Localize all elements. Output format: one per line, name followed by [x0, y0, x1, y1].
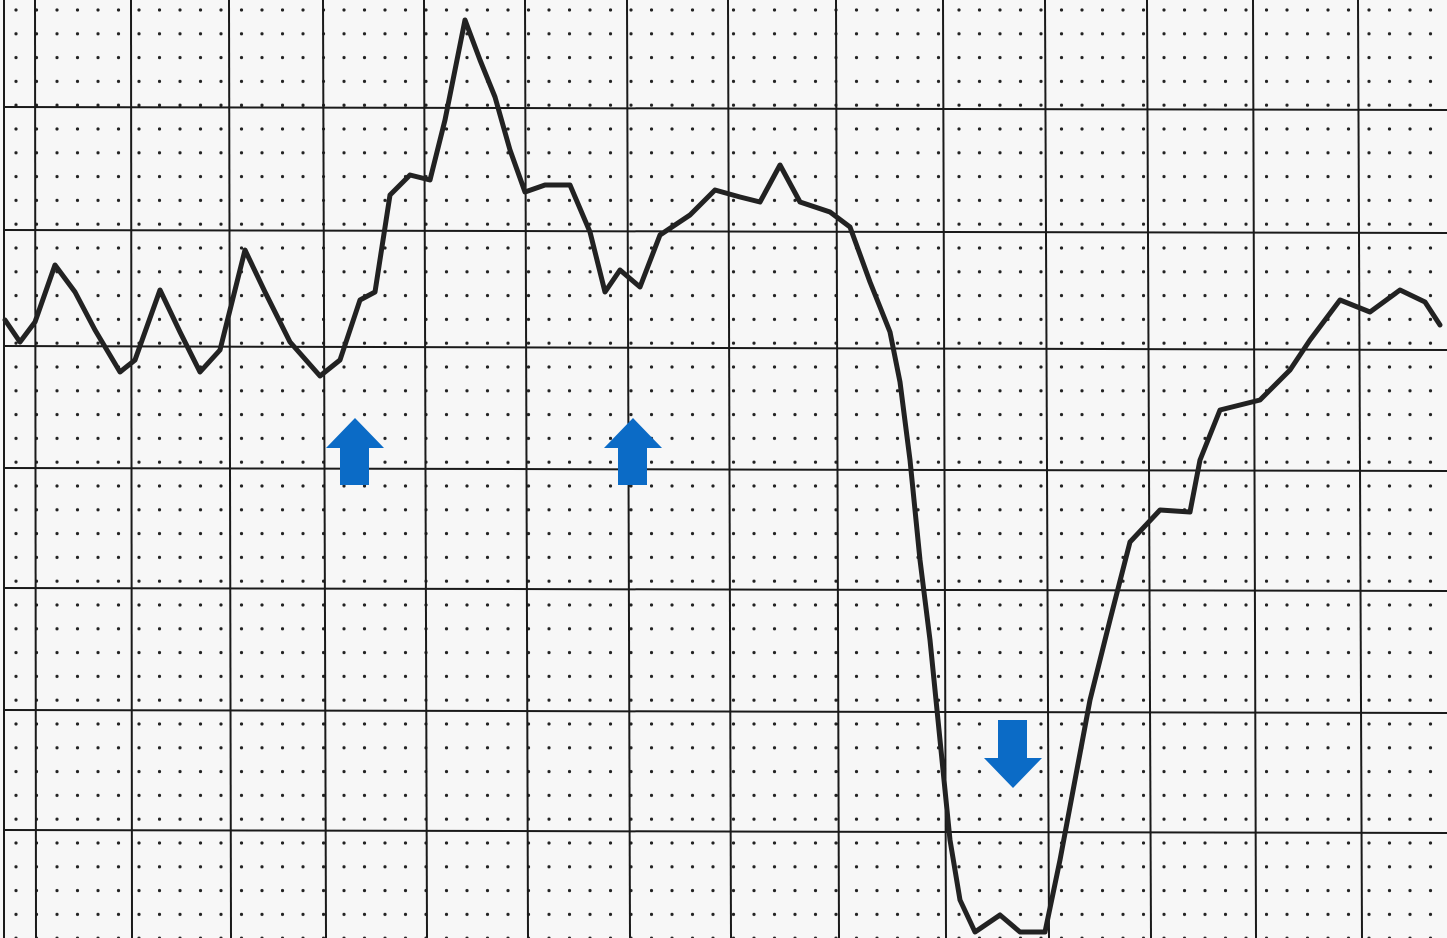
grid-line [1044, 0, 1050, 938]
grid-line [3, 229, 1447, 234]
down-arrow [984, 720, 1042, 788]
trace [2, 17, 1443, 935]
grid-line [1357, 0, 1363, 938]
grid-line [3, 467, 1447, 472]
grid-line [1252, 0, 1257, 938]
grid-line [3, 345, 1447, 351]
grid-line [3, 587, 1447, 592]
up-arrow [604, 418, 662, 485]
arrows [326, 418, 1042, 788]
grid-line [3, 829, 1447, 834]
up-arrow [326, 418, 384, 485]
grid-line [3, 106, 1447, 111]
grid-line [1146, 0, 1152, 938]
grid-line [3, 709, 1447, 714]
